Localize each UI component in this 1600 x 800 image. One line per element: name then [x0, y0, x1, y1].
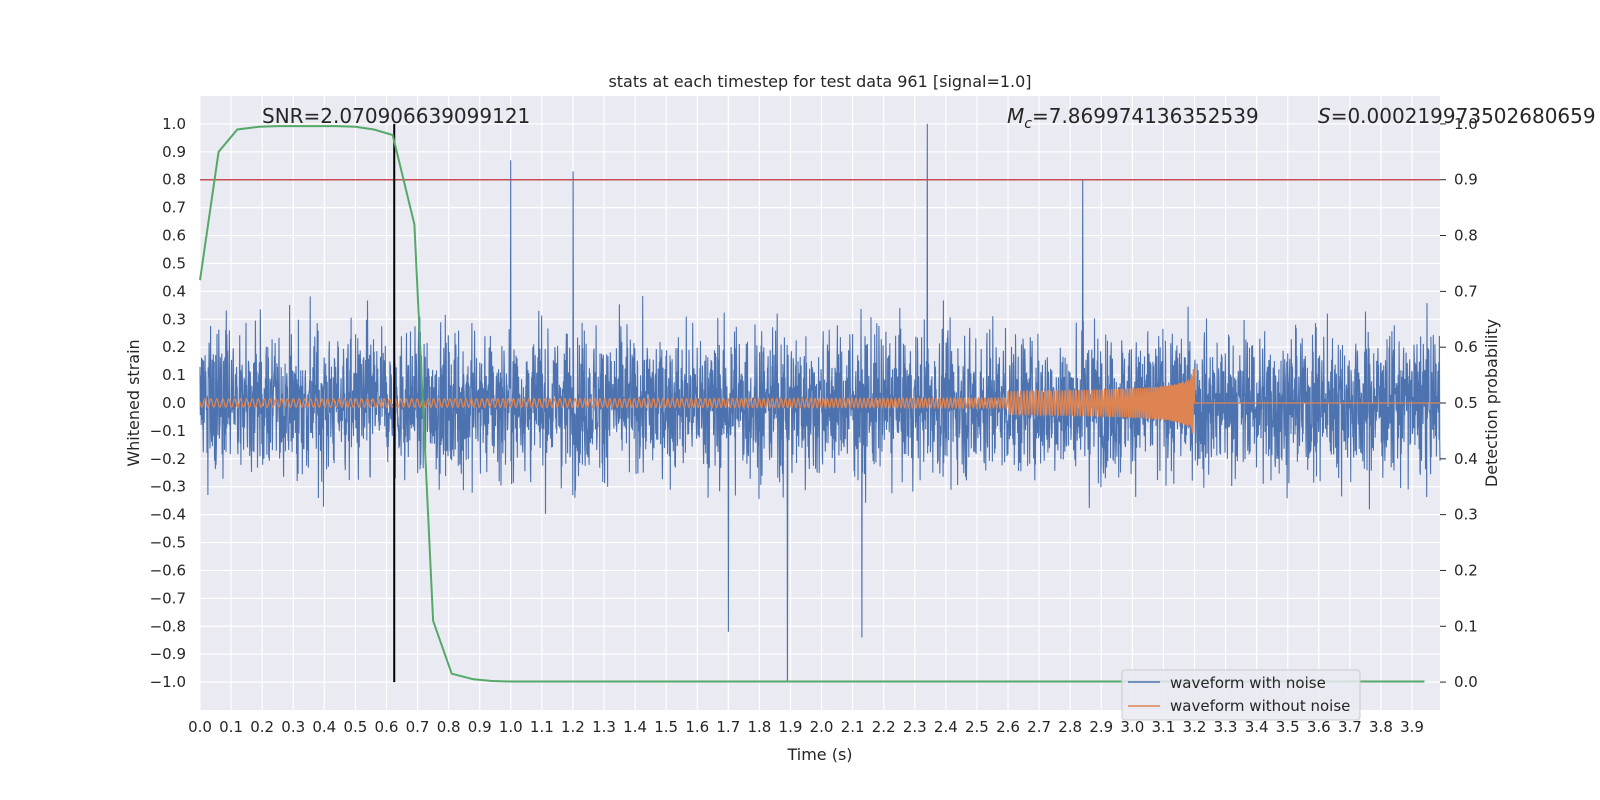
x-tick-label: 3.1	[1151, 718, 1175, 736]
y-right-tick-label: 0.6	[1454, 338, 1478, 356]
x-tick-label: 0.0	[188, 718, 212, 736]
x-tick-label: 3.5	[1276, 718, 1300, 736]
y-left-tick-label: 1.0	[162, 115, 186, 133]
chart-title: stats at each timestep for test data 961…	[608, 72, 1031, 91]
series-detection-probability	[199, 125, 1425, 683]
y-left-tick-label: −0.2	[150, 450, 186, 468]
y-right-tick-label: 0.7	[1454, 282, 1478, 300]
noisy-waveform-line	[199, 123, 1441, 683]
chirp-mass-value: =7.869974136352539	[1032, 104, 1259, 128]
y-left-tick-label: −0.9	[150, 645, 186, 663]
x-tick-label: 3.2	[1183, 718, 1207, 736]
x-axis-label: Time (s)	[786, 745, 852, 764]
y-left-tick-label: −0.1	[150, 422, 186, 440]
x-tick-label: 1.0	[499, 718, 523, 736]
y-left-tick-label: 0.9	[162, 143, 186, 161]
x-tick-label: 2.1	[841, 718, 865, 736]
x-tick-label: 0.6	[375, 718, 399, 736]
y-left-tick-label: 0.8	[162, 171, 186, 189]
x-tick-label: 2.4	[934, 718, 958, 736]
x-tick-label: 0.7	[406, 718, 430, 736]
y-axis-label-left: Whitened strain	[124, 339, 143, 466]
s-value: =0.000219973502680659	[1331, 104, 1596, 128]
y-left-tick-label: −0.7	[150, 589, 186, 607]
x-tick-label: 0.3	[281, 718, 305, 736]
y-right-tick-label: 0.0	[1454, 673, 1478, 691]
series-waveform-with-noise	[199, 123, 1441, 683]
y-right-tick-labels: 0.0 0.1 0.2 0.3 0.4 0.5 0.6 0.7 0.8 0.9 1.0	[1440, 115, 1478, 691]
x-tick-label: 2.8	[1058, 718, 1082, 736]
x-tick-label: 3.9	[1400, 718, 1424, 736]
s-annotation: S=0.000219973502680659	[1318, 104, 1596, 128]
clean-waveform-line	[199, 369, 1440, 434]
chirp-mass-subscript: c	[1024, 116, 1032, 132]
x-tick-label: 1.5	[654, 718, 678, 736]
x-tick-label: 0.1	[219, 718, 243, 736]
x-tick-label: 3.3	[1214, 718, 1238, 736]
y-left-tick-label: 0.0	[162, 394, 186, 412]
x-tick-label: 2.5	[965, 718, 989, 736]
y-left-tick-label: −0.6	[150, 561, 186, 579]
chirp-mass-annotation: Mc=7.869974136352539	[1007, 104, 1259, 132]
x-tick-label: 1.6	[685, 718, 709, 736]
legend-box	[1121, 669, 1361, 721]
y-left-tick-label: −0.8	[150, 617, 186, 635]
x-tick-label: 3.0	[1120, 718, 1144, 736]
y-left-tick-label: 0.2	[162, 338, 186, 356]
y-left-tick-label: −0.4	[150, 506, 186, 524]
y-right-tick-label: 0.1	[1454, 617, 1478, 635]
x-tick-label: 2.9	[1089, 718, 1113, 736]
x-tick-label: 2.6	[996, 718, 1020, 736]
snr-annotation: SNR=2.070906639099121	[262, 104, 530, 128]
x-tick-label: 3.8	[1369, 718, 1393, 736]
y-left-tick-label: 0.1	[162, 366, 186, 384]
x-tick-labels: 0.0 0.1 0.2 0.3 0.4 0.5 0.6 0.7 0.8 0.9 1.0 1.1 1.2 1…	[188, 718, 1424, 736]
legend: waveform with noise waveform without noi…	[1121, 669, 1361, 721]
x-tick-label: 1.3	[592, 718, 616, 736]
x-tick-label: 3.4	[1245, 718, 1269, 736]
x-tick-label: 1.1	[530, 718, 554, 736]
y-left-tick-label: 0.6	[162, 227, 186, 245]
x-tick-label: 3.6	[1307, 718, 1331, 736]
y-left-tick-label: −0.3	[150, 478, 186, 496]
x-tick-label: 2.7	[1027, 718, 1051, 736]
y-axis-label-right: Detection probability	[1482, 319, 1501, 487]
legend-label-clean: waveform without noise	[1170, 697, 1350, 715]
x-tick-label: 1.9	[779, 718, 803, 736]
y-right-tick-label: 0.9	[1454, 171, 1478, 189]
s-symbol: S	[1318, 104, 1331, 128]
x-tick-label: 0.2	[250, 718, 274, 736]
y-right-tick-label: 1.0	[1454, 115, 1478, 133]
x-tick-label: 0.4	[312, 718, 336, 736]
y-left-tick-labels: −1.0 −0.9 −0.8 −0.7 −0.6 −0.5 −0.4 −0.3 −0.2 −0.1…	[150, 115, 186, 691]
series-waveform-without-noise	[199, 369, 1440, 434]
x-tick-label: 0.9	[468, 718, 492, 736]
y-right-tick-label: 0.3	[1454, 506, 1478, 524]
y-right-tick-label: 0.8	[1454, 227, 1478, 245]
y-right-tick-label: 0.5	[1454, 394, 1478, 412]
chirp-mass-symbol: M	[1007, 104, 1024, 128]
y-left-tick-label: 0.5	[162, 254, 186, 272]
y-left-tick-label: 0.7	[162, 199, 186, 217]
legend-label-noisy: waveform with noise	[1170, 674, 1326, 692]
x-tick-label: 2.2	[872, 718, 896, 736]
x-tick-label: 1.4	[623, 718, 647, 736]
y-left-tick-label: −1.0	[150, 673, 186, 691]
y-left-tick-label: 0.3	[162, 310, 186, 328]
x-tick-label: 2.3	[903, 718, 927, 736]
x-tick-label: 0.8	[437, 718, 461, 736]
x-tick-label: 1.2	[561, 718, 585, 736]
x-tick-label: 0.5	[343, 718, 367, 736]
x-tick-label: 3.7	[1338, 718, 1362, 736]
x-tick-label: 1.8	[747, 718, 771, 736]
x-tick-label: 1.7	[716, 718, 740, 736]
y-left-tick-label: 0.4	[162, 282, 186, 300]
y-left-tick-label: −0.5	[150, 534, 186, 552]
x-tick-label: 2.0	[810, 718, 834, 736]
y-right-tick-label: 0.4	[1454, 450, 1478, 468]
y-right-tick-label: 0.2	[1454, 561, 1478, 579]
